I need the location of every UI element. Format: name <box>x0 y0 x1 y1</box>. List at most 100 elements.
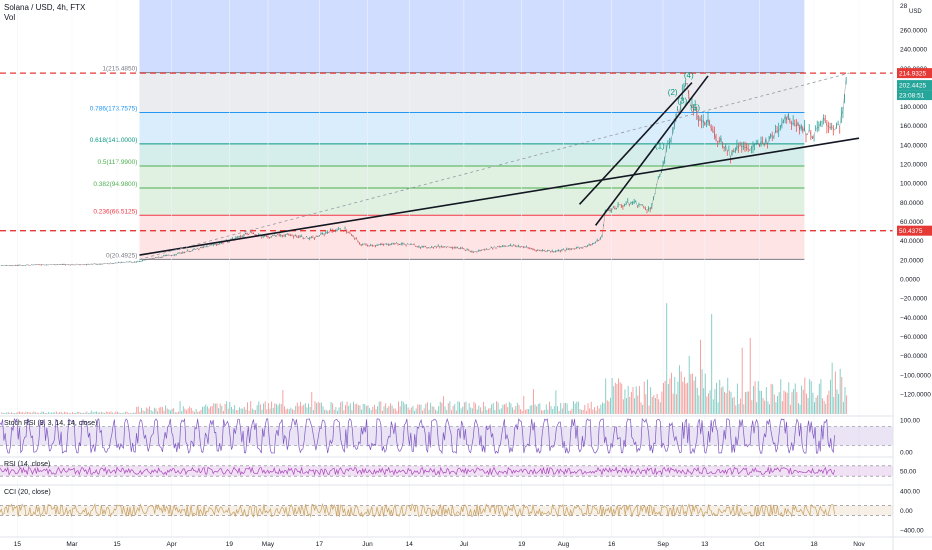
volume-bar <box>361 409 363 414</box>
volume-bar <box>436 410 438 414</box>
indicator-tick-label: 0.00 <box>900 449 913 456</box>
volume-bar <box>473 401 475 414</box>
drawing-lines[interactable] <box>0 72 893 260</box>
volume-bar <box>810 381 812 414</box>
volume-bar <box>523 395 525 414</box>
volume-bar <box>513 409 515 414</box>
volume-bar <box>568 410 570 414</box>
fib-level-label: 0.618(141.0000) <box>90 137 138 144</box>
volume-bar <box>398 401 399 414</box>
volume-bar <box>746 391 748 414</box>
volume-bar <box>831 362 833 414</box>
volume-bar <box>290 407 292 414</box>
chart-header: Solana / USD, 4h, FTX Vol <box>4 3 85 23</box>
volume-bar <box>820 379 822 414</box>
volume-bar <box>574 403 576 414</box>
volume-bar <box>28 412 30 414</box>
volume-bar <box>206 406 208 414</box>
volume-bar <box>801 385 803 414</box>
volume-bar <box>178 411 179 414</box>
symbol-title[interactable]: Solana / USD, 4h, FTX <box>4 3 86 12</box>
volume-bar <box>51 412 53 414</box>
trend-line <box>578 82 693 205</box>
volume-bar <box>393 408 395 414</box>
volume-bar <box>258 401 260 414</box>
volume-bar <box>454 404 456 414</box>
volume-bar <box>144 411 146 414</box>
fibonacci-retracement[interactable]: 1(215.4850) 0.786(173.7575) 0.618(141.0000… <box>90 66 805 260</box>
volume-bar <box>499 409 501 414</box>
volume-bar <box>597 405 599 414</box>
indicator-title: Stoch RSI (3, 3, 14, 14, close) <box>4 420 97 427</box>
volume-bar <box>284 406 285 414</box>
volume-bar <box>422 410 424 414</box>
volume-bar <box>426 402 428 414</box>
indicator-line <box>0 417 835 455</box>
volume-bar <box>202 406 203 414</box>
volume-bar <box>328 409 330 414</box>
volume-bar <box>128 412 130 414</box>
volume-bar <box>605 378 607 414</box>
volume-bar <box>691 373 693 414</box>
volume-bar <box>621 383 623 414</box>
volume-bar <box>706 396 708 414</box>
volume-bar <box>526 409 528 414</box>
volume-bar <box>728 390 730 414</box>
time-tick-label: Jun <box>362 541 373 548</box>
volume-bar <box>240 408 242 414</box>
price-series[interactable] <box>0 77 847 267</box>
volume-bar <box>547 409 549 414</box>
volume-bar <box>671 372 672 414</box>
volume-bar <box>476 409 478 414</box>
volume-bar <box>165 405 167 414</box>
volume-bar <box>186 410 187 414</box>
volume-bar <box>67 412 69 414</box>
volume-bar <box>528 409 530 414</box>
volume-bar <box>434 409 436 414</box>
volume-bar <box>685 383 687 414</box>
volume-bar <box>407 407 409 414</box>
volume-bar <box>553 406 555 414</box>
volume-bar <box>555 390 557 414</box>
volume-bar <box>14 413 16 414</box>
volume-bar <box>524 409 526 414</box>
volume-bar <box>179 401 181 414</box>
wave-label: (4) <box>684 71 694 80</box>
volume-bar <box>830 379 831 414</box>
volume-bar <box>683 376 685 414</box>
volume-bar <box>725 392 727 414</box>
volume-bar <box>55 411 57 414</box>
volume-bar <box>36 412 38 414</box>
time-tick-label: Nov <box>853 541 865 548</box>
volume-bar <box>781 401 783 414</box>
volume-bar <box>353 401 354 414</box>
volume-bar <box>134 412 136 414</box>
time-tick-label: Oct <box>754 541 764 548</box>
volume-bar <box>198 411 200 414</box>
volume-bar <box>579 409 581 414</box>
volume-bar <box>696 387 698 414</box>
volume-bar <box>60 411 62 414</box>
volume-bar <box>44 413 46 414</box>
price-tick-label: 20.0000 <box>900 257 924 264</box>
volume-bar <box>59 412 61 414</box>
volume-bar <box>544 409 546 414</box>
volume-bar <box>316 403 318 414</box>
time-axis[interactable]: 15 Mar 15 Apr 19 May 17 Jun 14 Jul 19 Aug 16 Sep 13 Oct… <box>0 536 932 548</box>
volume-bar <box>147 408 149 414</box>
volume-bar <box>39 412 41 414</box>
volume-bar <box>438 406 440 414</box>
volume-bar <box>142 410 144 414</box>
volume-bar <box>788 382 790 414</box>
price-badge <box>897 90 932 101</box>
volume-bar <box>274 403 276 414</box>
volume-bar <box>651 396 653 414</box>
volume-bar <box>312 410 314 414</box>
volume-bar <box>825 403 827 414</box>
volume-bar <box>701 369 703 414</box>
volume-bar <box>695 376 697 414</box>
price-badge <box>897 225 932 236</box>
volume-bar <box>459 401 460 414</box>
volume-bar <box>687 382 689 414</box>
